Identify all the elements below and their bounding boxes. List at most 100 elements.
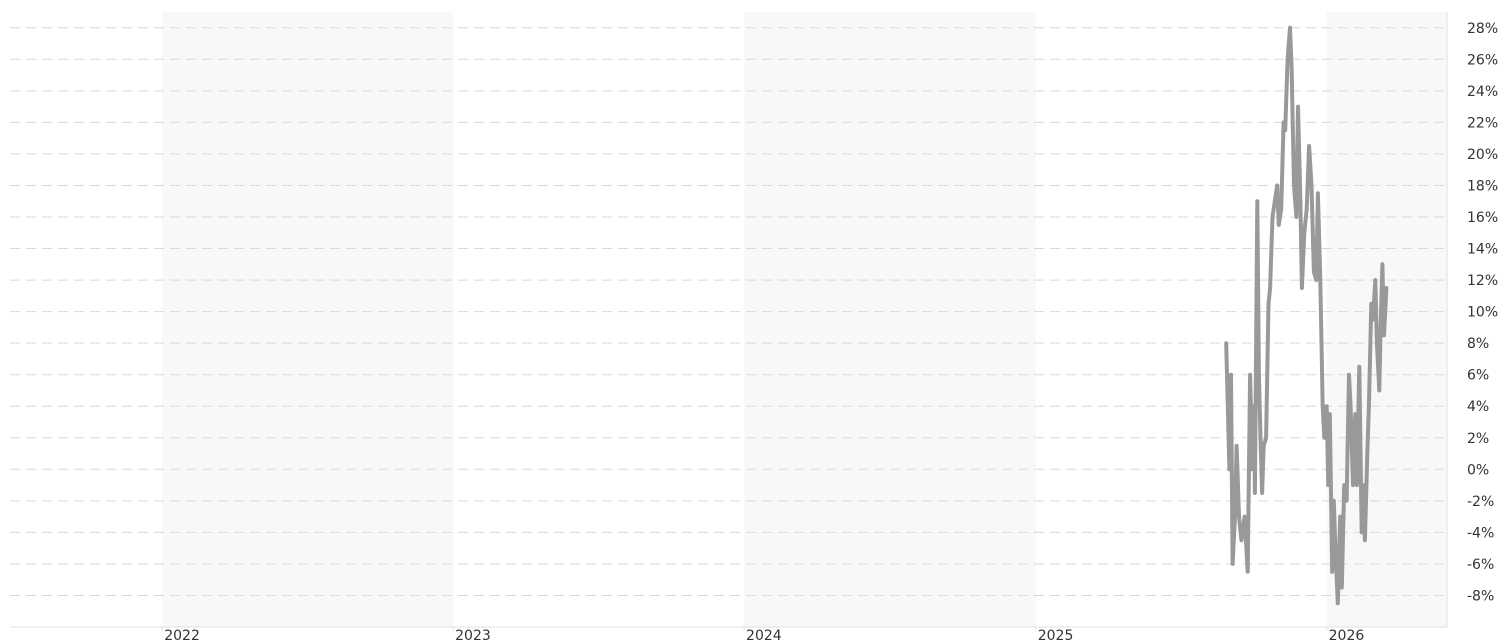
data-point (1267, 302, 1270, 306)
x-tick-label: 2024 (746, 628, 782, 642)
data-point (1292, 184, 1296, 187)
data-point (1333, 546, 1337, 550)
data-point (1229, 373, 1233, 377)
data-point (1357, 365, 1361, 369)
x-tick-label: 2022 (164, 628, 200, 642)
data-point (1314, 278, 1318, 282)
data-point (1271, 215, 1274, 219)
data-point (1243, 515, 1247, 519)
data-point (1275, 184, 1279, 187)
y-tick-label: 20% (1467, 147, 1498, 163)
x-tick-labels: 2022 2023 2024 2025 2026 (161, 627, 1365, 642)
data-point (1251, 467, 1254, 471)
data-point (1286, 57, 1290, 61)
data-point (1371, 318, 1375, 321)
y-tick-label: 26% (1467, 52, 1498, 68)
y-tick-label: 6% (1467, 368, 1489, 384)
data-point (1373, 278, 1377, 282)
data-point (1347, 373, 1351, 377)
data-point (1326, 483, 1330, 487)
data-point (1290, 65, 1294, 69)
data-point (1332, 499, 1336, 503)
data-point (1302, 231, 1306, 235)
data-point (1253, 491, 1257, 495)
x-tick-label: 2023 (455, 628, 491, 642)
y-tick-label: 10% (1467, 305, 1498, 321)
series-line (1224, 25, 1389, 606)
data-point (1255, 199, 1259, 203)
data-point (1248, 373, 1252, 377)
data-point (1322, 436, 1326, 440)
data-point (1282, 120, 1286, 124)
data-point (1305, 207, 1309, 211)
data-point (1330, 570, 1334, 574)
y-tick-label: 8% (1467, 336, 1489, 352)
data-point (1353, 412, 1357, 416)
data-point (1310, 184, 1313, 187)
series-layer (1224, 25, 1389, 606)
data-point (1257, 373, 1261, 377)
data-point (1288, 26, 1292, 30)
data-point (1342, 483, 1346, 487)
data-point (1384, 286, 1388, 290)
data-point (1369, 302, 1373, 306)
data-point (1252, 404, 1256, 408)
data-point (1316, 191, 1320, 195)
y-tick-label: 0% (1467, 462, 1489, 478)
data-point (1262, 444, 1266, 448)
data-point (1294, 215, 1298, 219)
data-point (1307, 144, 1311, 148)
data-point (1340, 586, 1344, 590)
data-point (1312, 270, 1316, 274)
data-point (1379, 318, 1383, 321)
y-tick-labels: 28% 26% 24% 22% 20% 18% 16% 14% 12% 10% 8% 6% 4% 2% 0%… (1467, 21, 1498, 605)
data-point (1259, 436, 1262, 440)
data-point (1363, 538, 1367, 542)
data-point (1377, 389, 1381, 392)
y-tick-label: 24% (1467, 84, 1498, 100)
data-point (1360, 530, 1364, 534)
data-point (1349, 404, 1353, 408)
data-point (1338, 515, 1342, 519)
year-bands (162, 12, 1447, 627)
year-band (1326, 12, 1447, 627)
data-point (1375, 341, 1379, 345)
y-tick-label: -8% (1467, 588, 1494, 604)
data-point (1328, 412, 1332, 416)
data-point (1382, 333, 1386, 337)
data-point (1268, 286, 1272, 290)
y-tick-label: 28% (1467, 21, 1498, 37)
year-band (744, 12, 1036, 627)
y-tick-label: 18% (1467, 178, 1498, 194)
data-point (1239, 538, 1243, 542)
y-tick-label: 2% (1467, 431, 1489, 447)
data-point (1345, 499, 1349, 503)
data-point (1318, 278, 1322, 282)
data-point (1237, 515, 1241, 519)
data-point (1361, 483, 1365, 487)
y-tick-label: 12% (1467, 273, 1498, 289)
y-tick-label: 14% (1467, 242, 1498, 258)
y-tick-label: -4% (1467, 525, 1494, 541)
data-point (1298, 199, 1302, 203)
data-point (1273, 199, 1277, 203)
x-tick-label: 2025 (1038, 628, 1074, 642)
data-point (1227, 467, 1231, 471)
data-point (1296, 105, 1300, 109)
data-point (1283, 128, 1287, 132)
data-point (1365, 452, 1369, 455)
axes (10, 12, 1448, 628)
data-point (1351, 483, 1355, 487)
y-tick-label: 4% (1467, 399, 1489, 415)
data-point (1231, 562, 1235, 566)
x-tick-label: 2026 (1329, 628, 1365, 642)
data-point (1380, 262, 1384, 266)
data-point (1367, 404, 1371, 408)
data-point (1336, 601, 1340, 605)
data-point (1355, 483, 1359, 487)
data-point (1300, 286, 1304, 290)
data-point (1325, 404, 1329, 408)
data-point (1224, 341, 1228, 345)
data-point (1264, 436, 1268, 440)
